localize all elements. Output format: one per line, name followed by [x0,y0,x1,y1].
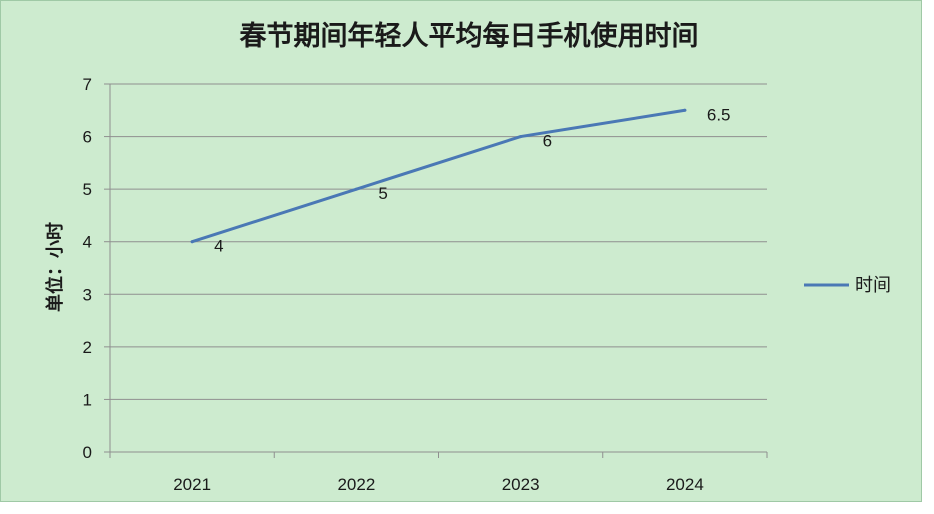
data-labels: 4 5 6 6.5 [214,105,730,255]
x-tick-label: 2024 [666,475,704,494]
data-point [519,135,523,139]
data-point [354,187,358,191]
x-tick-label: 2023 [502,475,540,494]
y-tick-labels: 0 1 2 3 4 5 6 7 [83,75,92,462]
y-tick-label: 7 [83,75,92,94]
y-tick-label: 4 [83,233,92,252]
data-point [683,108,687,112]
data-label: 4 [214,237,223,256]
series [190,108,687,244]
gridlines [110,83,767,400]
y-tick-label: 0 [83,443,92,462]
x-tick-label: 2021 [173,475,211,494]
data-point [190,240,194,244]
chart-title: 春节期间年轻人平均每日手机使用时间 [240,20,699,52]
y-tick-label: 5 [83,180,92,199]
data-label: 6 [543,132,552,151]
x-tick-labels: 2021 2022 2023 2024 [173,475,704,494]
y-axis-label: 单位：小时 [44,222,66,312]
y-tick-label: 1 [83,390,92,409]
legend-label: 时间 [855,275,891,296]
x-tick-label: 2022 [337,475,375,494]
data-label: 5 [378,184,387,203]
y-tick-label: 2 [83,338,92,357]
axes [104,83,768,458]
y-tick-label: 3 [83,285,92,304]
y-tick-label: 6 [83,128,92,147]
data-label: 6.5 [707,105,731,124]
series-line [190,108,687,244]
legend: 时间 [804,275,891,296]
